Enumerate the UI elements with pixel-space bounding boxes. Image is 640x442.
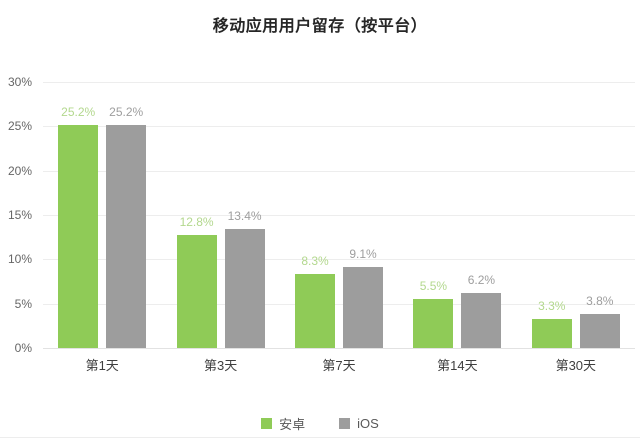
bar-value-安卓-第1天: 25.2% xyxy=(61,104,96,119)
gridline-30% xyxy=(43,82,635,83)
y-tick-25%: 25% xyxy=(7,119,32,134)
gridline-20% xyxy=(43,170,635,172)
bar-iOS-第3天 xyxy=(224,229,265,348)
x-tick-第3天: 第3天 xyxy=(203,358,238,373)
x-tick-第1天: 第1天 xyxy=(85,358,119,373)
gridline-5% xyxy=(43,303,635,305)
bar-安卓-第7天 xyxy=(295,274,335,348)
bar-安卓-第3天 xyxy=(176,234,217,348)
x-tick-第7天: 第7天 xyxy=(322,358,356,373)
bar-iOS-第7天 xyxy=(343,267,383,348)
y-tick-0%: 0% xyxy=(14,341,32,355)
gridline-0% xyxy=(43,348,635,349)
bar-value-iOS-第30天: 3.8% xyxy=(586,294,614,309)
x-tick-第30天: 第30天 xyxy=(555,358,597,373)
gridline-25% xyxy=(43,126,635,128)
bottom-divider xyxy=(0,437,640,438)
ios-swatch-icon xyxy=(339,418,351,429)
bar-value-安卓-第7天: 8.3% xyxy=(301,254,329,269)
bar-iOS-第14天 xyxy=(461,293,502,348)
bar-安卓-第1天 xyxy=(58,124,99,348)
legend-label-ios: iOS xyxy=(357,416,379,431)
bar-安卓-第14天 xyxy=(413,299,454,348)
bar-value-iOS-第3天: 13.4% xyxy=(227,209,262,224)
bar-value-iOS-第7天: 9.1% xyxy=(349,247,377,262)
legend-label-android: 安卓 xyxy=(279,417,306,432)
gridline-15% xyxy=(43,215,635,216)
bar-iOS-第30天 xyxy=(579,314,620,348)
bar-value-安卓-第30天: 3.3% xyxy=(538,298,566,313)
y-tick-30%: 30% xyxy=(7,75,32,89)
bar-安卓-第30天 xyxy=(531,318,572,348)
y-tick-15%: 15% xyxy=(7,208,32,222)
bar-value-iOS-第14天: 6.2% xyxy=(467,273,496,288)
android-swatch-icon xyxy=(261,418,273,429)
x-tick-第14天: 第14天 xyxy=(437,358,478,373)
bar-value-安卓-第3天: 12.8% xyxy=(179,214,214,229)
bar-value-安卓-第14天: 5.5% xyxy=(419,279,448,294)
legend-item-android: 安卓 xyxy=(261,414,305,433)
y-tick-5%: 5% xyxy=(14,296,32,311)
legend: 安卓 iOS xyxy=(0,414,640,433)
y-tick-20%: 20% xyxy=(7,163,32,178)
chart-title: 移动应用用户留存（按平台） xyxy=(212,18,428,35)
gridline-10% xyxy=(43,259,635,261)
y-tick-10%: 10% xyxy=(7,252,32,267)
bar-iOS-第1天 xyxy=(106,124,147,348)
bar-value-iOS-第1天: 25.2% xyxy=(109,104,144,119)
legend-item-ios: iOS xyxy=(339,416,379,431)
